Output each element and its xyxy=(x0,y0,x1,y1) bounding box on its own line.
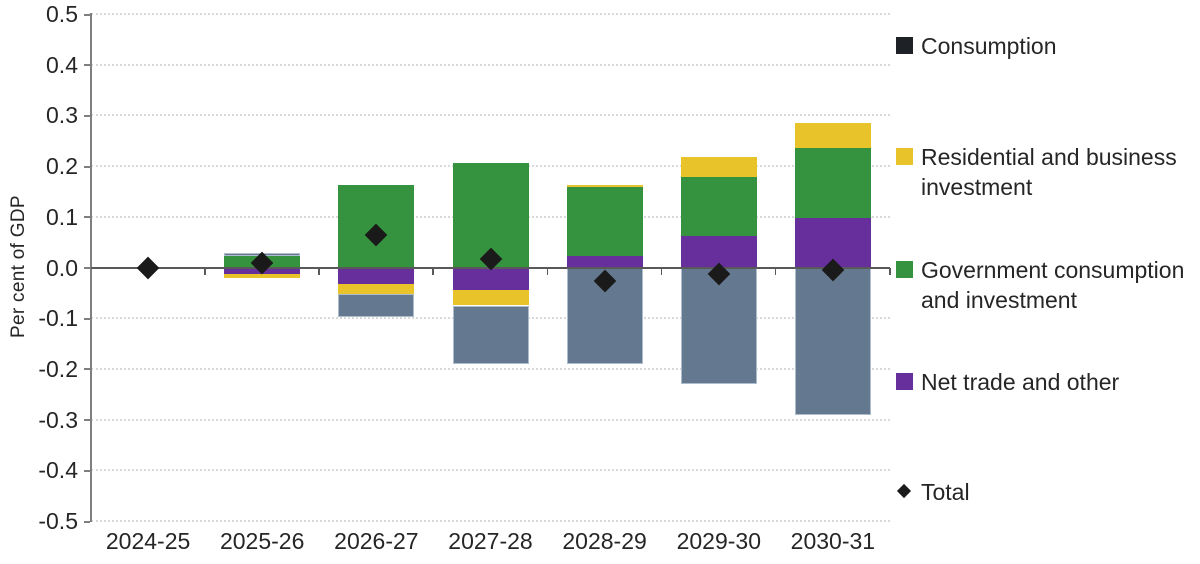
y-axis-tick xyxy=(84,64,90,67)
legend-square-icon xyxy=(896,373,913,390)
bar-segment-residential xyxy=(224,273,301,278)
y-tick-label: -0.4 xyxy=(38,457,78,484)
x-tick-label: 2027-28 xyxy=(448,528,533,554)
legend-item-consumption: Consumption xyxy=(896,31,1057,61)
x-tick-label: 2024-25 xyxy=(105,528,191,554)
y-tick-label: -0.5 xyxy=(38,508,78,534)
bar-segment-government xyxy=(566,187,643,257)
zero-line-tick xyxy=(204,267,206,275)
y-axis-tick xyxy=(84,13,90,16)
bar-segment-net xyxy=(452,267,529,291)
legend-item-residential: Residential and business investment xyxy=(896,142,1189,202)
bar-segment-residential xyxy=(338,284,415,295)
legend-label: Government consumption and investment xyxy=(921,257,1185,313)
zero-line-tick xyxy=(889,267,891,275)
y-tick-label: 0.2 xyxy=(46,153,78,180)
total-marker xyxy=(136,256,160,279)
zero-line-tick xyxy=(318,267,320,275)
bar-segment-government xyxy=(680,177,757,236)
y-axis-tick xyxy=(84,317,90,320)
x-tick-label: 2029-30 xyxy=(676,528,761,554)
zero-line-tick xyxy=(774,267,777,275)
y-axis-tick xyxy=(84,216,90,219)
y-tick-label: 0.0 xyxy=(46,254,78,281)
y-tick-label: 0.5 xyxy=(46,1,78,27)
legend-square-icon xyxy=(896,148,913,165)
x-tick-label: 2030-31 xyxy=(790,528,876,554)
y-axis-tick xyxy=(84,419,90,422)
x-tick-label: 2026-27 xyxy=(334,528,419,554)
bar-segment-consumption xyxy=(452,305,529,364)
zero-line-tick xyxy=(660,267,663,275)
bar-segment-net xyxy=(338,267,415,285)
bar-segment-residential xyxy=(680,157,757,178)
bar-segment-net xyxy=(566,256,643,268)
y-axis-tick xyxy=(84,114,90,117)
x-tick-label: 2028-29 xyxy=(562,528,647,554)
bar-segment-consumption xyxy=(794,267,871,415)
legend-item-net: Net trade and other xyxy=(896,367,1119,397)
legend-item-total: Total xyxy=(896,477,970,507)
gridline xyxy=(91,367,890,370)
zero-line-tick xyxy=(432,267,434,275)
y-tick-label: 0.3 xyxy=(46,102,78,129)
y-tick-label: 0.4 xyxy=(46,51,78,78)
gridline xyxy=(91,114,890,117)
legend-label: Total xyxy=(921,479,970,505)
gridline xyxy=(91,520,890,522)
bar-segment-net xyxy=(680,235,757,268)
bar-segment-residential xyxy=(566,184,643,188)
y-tick-label: -0.2 xyxy=(38,355,78,382)
y-axis-tick xyxy=(84,520,90,523)
y-tick-label: 0.1 xyxy=(46,203,78,230)
legend-label: Consumption xyxy=(921,33,1057,59)
legend-square-icon xyxy=(896,37,913,54)
gridline xyxy=(91,13,890,15)
x-tick-label: 2025-26 xyxy=(219,528,305,554)
y-tick-label: -0.1 xyxy=(38,305,78,332)
y-axis-tick xyxy=(84,469,90,472)
legend-label: Net trade and other xyxy=(921,369,1120,395)
zero-line-tick xyxy=(546,267,549,275)
y-axis-tick xyxy=(84,165,90,168)
bar-segment-residential xyxy=(452,290,529,306)
y-axis-tick xyxy=(84,267,90,269)
gridline xyxy=(91,469,890,472)
legend-square-icon xyxy=(896,261,913,278)
gridline xyxy=(91,418,890,421)
bar-segment-consumption xyxy=(338,294,415,318)
legend-item-government: Government consumption and investment xyxy=(896,255,1189,315)
legend-diamond-icon xyxy=(896,483,912,499)
gridline xyxy=(91,63,890,66)
bar-segment-residential xyxy=(794,122,871,148)
bar-segment-consumption xyxy=(680,267,757,385)
chart-legend: Consumption Residential and business inve… xyxy=(890,0,1200,564)
legend-label: Residential and business investment xyxy=(921,144,1177,200)
bar-segment-government xyxy=(794,147,871,218)
y-tick-label: -0.3 xyxy=(38,406,78,433)
y-axis-tick xyxy=(84,368,90,371)
